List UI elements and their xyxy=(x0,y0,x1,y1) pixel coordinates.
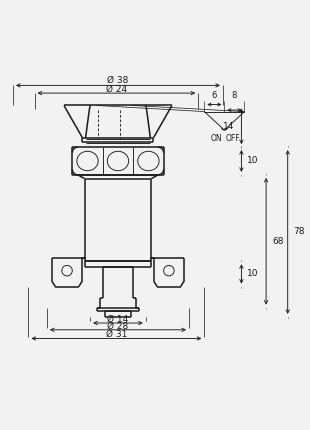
Text: ON: ON xyxy=(210,134,222,143)
Text: Ø 14: Ø 14 xyxy=(107,315,129,324)
Text: 10: 10 xyxy=(247,270,259,279)
Text: 78: 78 xyxy=(294,227,305,236)
Text: 6: 6 xyxy=(212,91,217,100)
Text: Ø 24: Ø 24 xyxy=(106,85,127,94)
Text: 10: 10 xyxy=(247,157,259,166)
Text: Ø 38: Ø 38 xyxy=(107,76,129,85)
Text: OFF: OFF xyxy=(226,134,241,143)
Text: Ø 31: Ø 31 xyxy=(106,330,127,339)
Text: 14: 14 xyxy=(224,122,235,131)
Text: 68: 68 xyxy=(272,237,284,246)
Text: 8: 8 xyxy=(232,91,237,100)
Text: Ø 28: Ø 28 xyxy=(107,322,129,331)
